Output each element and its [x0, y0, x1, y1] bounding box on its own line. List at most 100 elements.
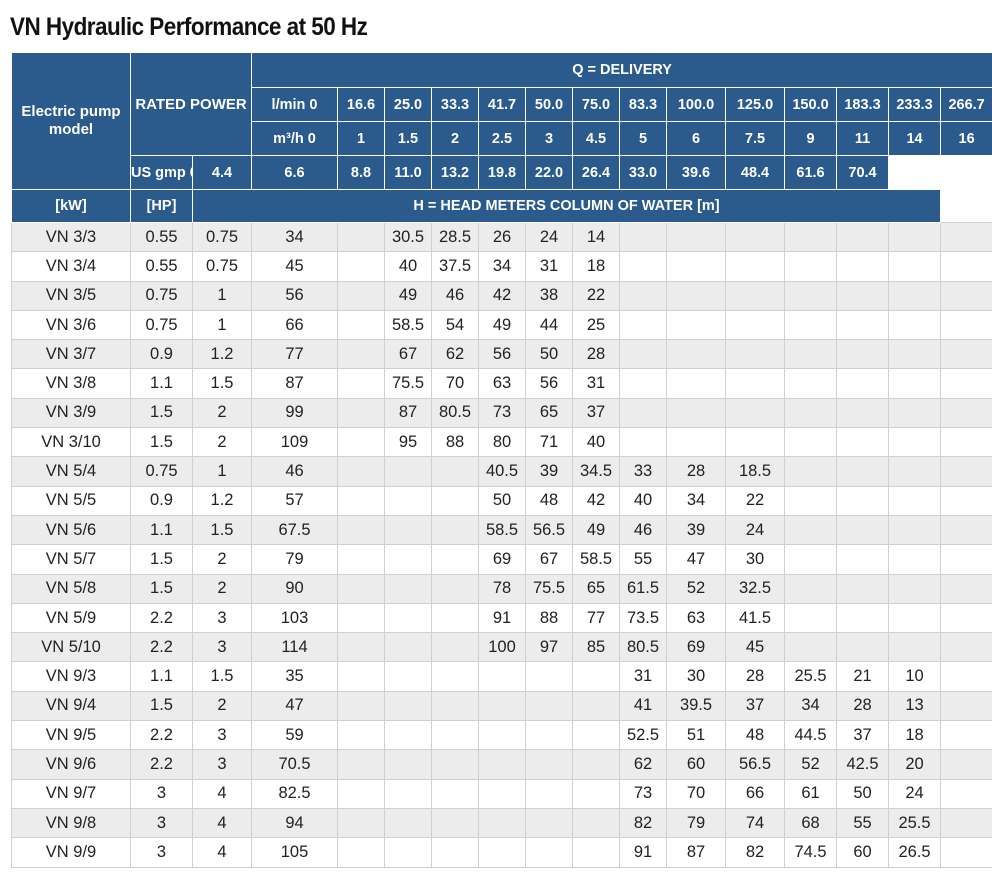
head-cell [525, 837, 574, 868]
head-cell [337, 485, 386, 516]
head-cell: 34 [666, 485, 727, 516]
flow-value: 9 [784, 121, 838, 156]
flow-value: 61.6 [784, 155, 838, 190]
head-cell: 48 [725, 720, 786, 751]
head-cell [725, 309, 786, 341]
table-row: VN 3/8 1.1 1.5 87 75.5 70 63 56 31 [11, 368, 992, 399]
flow-value: 48.4 [725, 155, 786, 190]
flow-value: 2 [431, 121, 480, 156]
head-cell [784, 602, 838, 634]
table-row: VN 5/7 1.5 2 79 69 67 58.5 55 47 30 [11, 544, 992, 575]
flow-value: 125.0 [725, 87, 786, 122]
head-cell [725, 221, 786, 253]
head-cell: 97 [525, 632, 574, 663]
hp-cell: 1 [191, 280, 253, 311]
head-cell [337, 602, 386, 634]
head-cell [666, 368, 727, 399]
head-cell [337, 397, 386, 429]
head-cell [337, 661, 386, 692]
pump-model-cell: VN 3/5 [11, 280, 131, 311]
flow-row-lmin: l/min 0 16.6 25.0 33.3 41.7 50.0 75.0 83.3 100.0… [12, 87, 992, 122]
head-cell [784, 485, 838, 516]
head-cell: 70.5 [251, 749, 339, 780]
head-cell: 37 [572, 397, 621, 429]
head-cell [666, 427, 727, 458]
head-cell [666, 339, 727, 370]
kw-cell: 0.75 [130, 280, 193, 311]
head-cell: 66 [725, 778, 786, 809]
head-cell [888, 485, 942, 516]
head-cell [836, 514, 890, 546]
head-cell [784, 427, 838, 458]
flow-value: 3 [525, 121, 574, 156]
pump-model-cell: VN 5/7 [11, 544, 131, 575]
pump-model-cell: VN 5/9 [11, 602, 131, 634]
head-cell [572, 749, 621, 780]
head-cell: 114 [251, 632, 339, 663]
head-cell: 44.5 [784, 720, 838, 751]
hp-cell: 2 [191, 544, 253, 575]
flow-value: 233.3 [888, 87, 942, 122]
head-cell [337, 427, 386, 458]
head-cell: 63 [666, 602, 727, 634]
head-cell: 73.5 [619, 602, 668, 634]
head-cell: 52.5 [619, 720, 668, 751]
head-cell [572, 837, 621, 868]
head-cell [431, 602, 480, 634]
flow-value: 83.3 [619, 87, 668, 122]
pump-model-cell: VN 9/7 [11, 778, 131, 809]
pump-model-cell: VN 5/6 [11, 514, 131, 546]
head-cell [619, 280, 668, 311]
flow-value: 41.7 [478, 87, 527, 122]
head-cell: 87 [666, 837, 727, 868]
head-cell: 40 [572, 427, 621, 458]
head-cell: 30 [725, 544, 786, 575]
head-cell: 31 [525, 251, 574, 282]
head-cell: 105 [251, 837, 339, 868]
flow-value: 50.0 [525, 87, 574, 122]
pump-model-cell: VN 5/8 [11, 573, 131, 604]
head-cell: 90 [251, 573, 339, 604]
pump-model-cell: VN 9/6 [11, 749, 131, 780]
head-cell [888, 427, 942, 458]
head-cell [384, 602, 433, 634]
head-cell [384, 632, 433, 663]
head-cell: 58.5 [478, 514, 527, 546]
head-cell: 78 [478, 573, 527, 604]
head-cell: 39 [666, 514, 727, 546]
head-cell: 57 [251, 485, 339, 516]
head-cell [666, 309, 727, 341]
head-cell [666, 221, 727, 253]
head-cell: 59 [251, 720, 339, 751]
head-cell: 22 [725, 485, 786, 516]
head-cell: 61.5 [619, 573, 668, 604]
hp-cell: 3 [191, 602, 253, 634]
head-cell [478, 807, 527, 839]
head-cell [888, 456, 942, 487]
head-cell [940, 632, 992, 663]
head-cell [940, 221, 992, 253]
head-cell: 40 [384, 251, 433, 282]
head-cell: 109 [251, 427, 339, 458]
head-cell [431, 544, 480, 575]
flow-value: 16.6 [337, 87, 386, 122]
head-cell [836, 544, 890, 575]
head-cell [940, 720, 992, 751]
head-cell [384, 485, 433, 516]
head-cell [725, 280, 786, 311]
head-cell: 38 [525, 280, 574, 311]
kw-cell: 0.55 [130, 251, 193, 282]
head-cell [784, 280, 838, 311]
head-cell: 34.5 [572, 456, 621, 487]
head-cell: 100 [478, 632, 527, 663]
table-row: VN 3/4 0.55 0.75 45 40 37.5 34 31 18 [11, 251, 992, 282]
table-row: VN 9/9 3 4 105 91 87 82 74.5 60 26.5 [11, 837, 992, 868]
head-cell [784, 514, 838, 546]
head-cell: 35 [251, 661, 339, 692]
head-cell: 50 [478, 485, 527, 516]
head-cell: 49 [572, 514, 621, 546]
table-row: VN 5/6 1.1 1.5 67.5 58.5 56.5 49 46 39 24 [11, 514, 992, 546]
head-cell [836, 427, 890, 458]
head-cell [337, 280, 386, 311]
flow-value: 22.0 [525, 155, 574, 190]
